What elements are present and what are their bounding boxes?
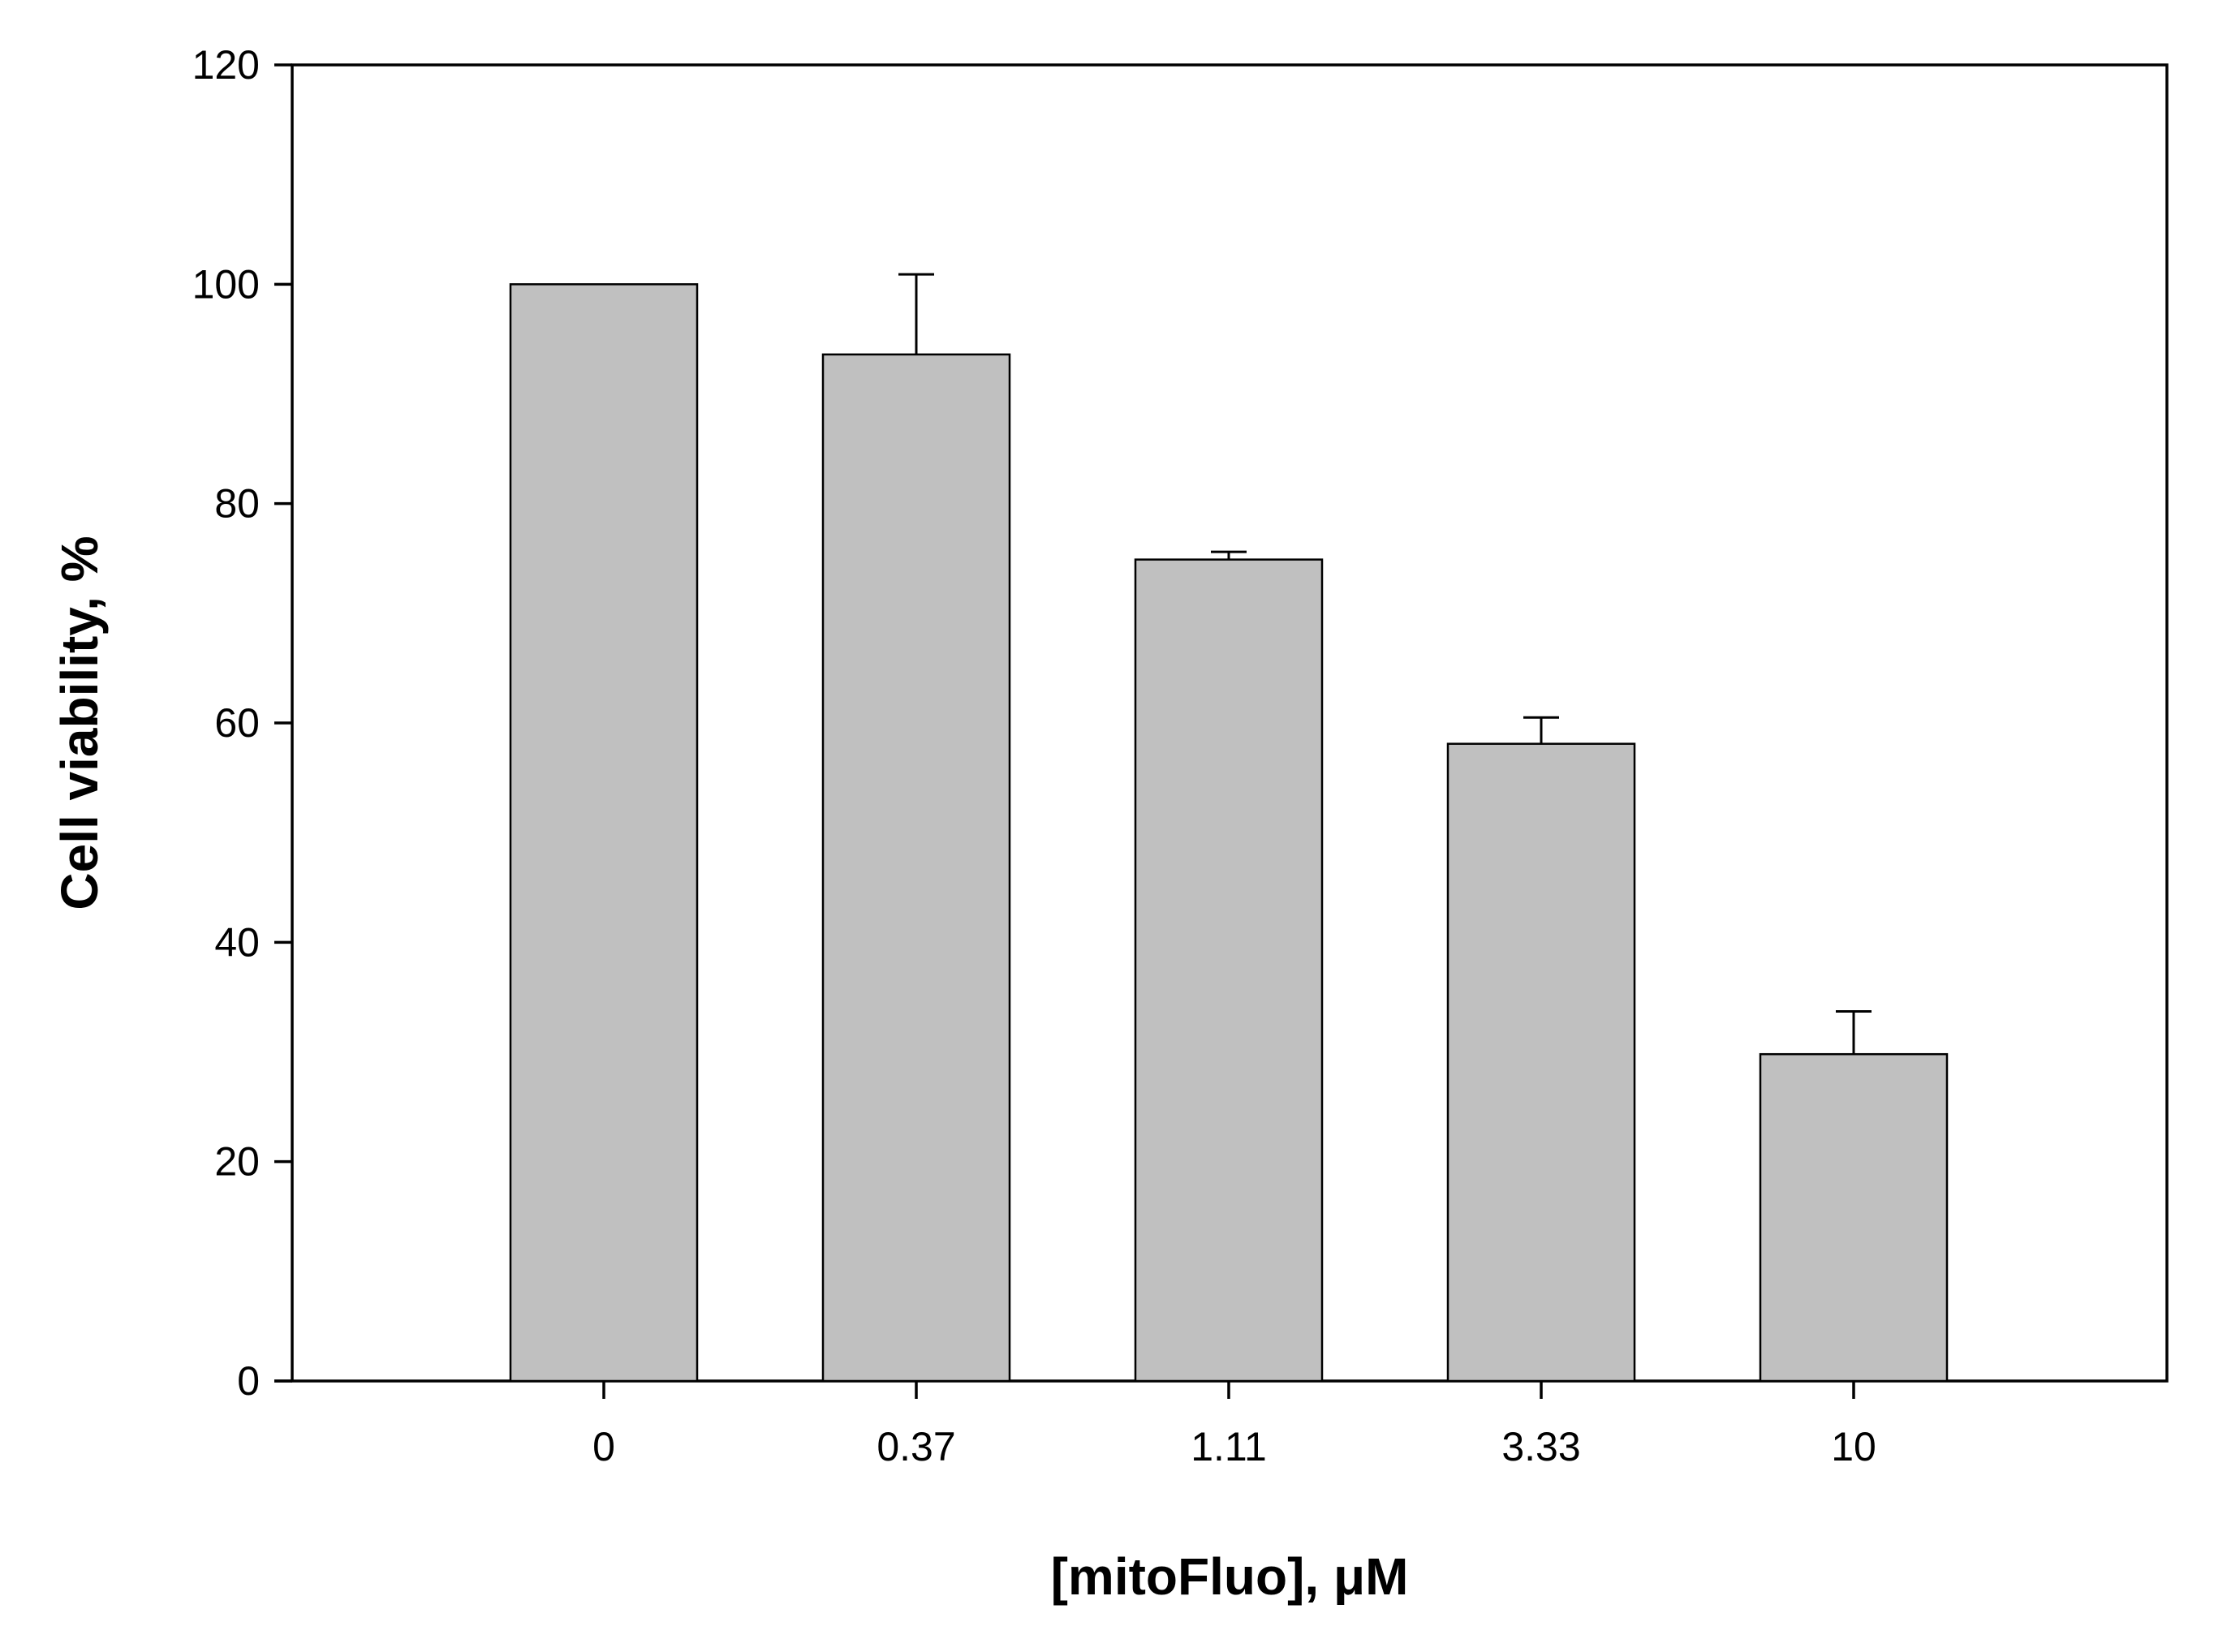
y-tick-label: 120 (192, 42, 260, 88)
x-axis-title: [mitoFluo], μM (1051, 1547, 1409, 1606)
x-tick-label: 3.33 (1501, 1424, 1580, 1469)
x-tick-label: 0.37 (877, 1424, 955, 1469)
x-tick-label: 0 (592, 1424, 615, 1469)
bar (1759, 1052, 1949, 1383)
y-tick-label: 40 (214, 919, 260, 965)
bar (821, 353, 1011, 1383)
plot-area: 0 20 40 60 80 100 120 0 0.37 1.11 3.33 10 (192, 42, 2169, 1469)
bar (1134, 558, 1324, 1383)
y-tick-label: 60 (214, 700, 260, 746)
bar (509, 283, 699, 1383)
y-tick-label: 20 (214, 1139, 260, 1185)
x-tick-label: 10 (1831, 1424, 1876, 1469)
y-tick-label: 80 (214, 481, 260, 527)
y-tick-label: 100 (192, 261, 260, 307)
bar (1446, 742, 1636, 1383)
x-tick-label: 1.11 (1191, 1424, 1267, 1469)
y-tick-label: 0 (237, 1358, 260, 1404)
y-axis-title: Cell viability, % (50, 536, 109, 910)
